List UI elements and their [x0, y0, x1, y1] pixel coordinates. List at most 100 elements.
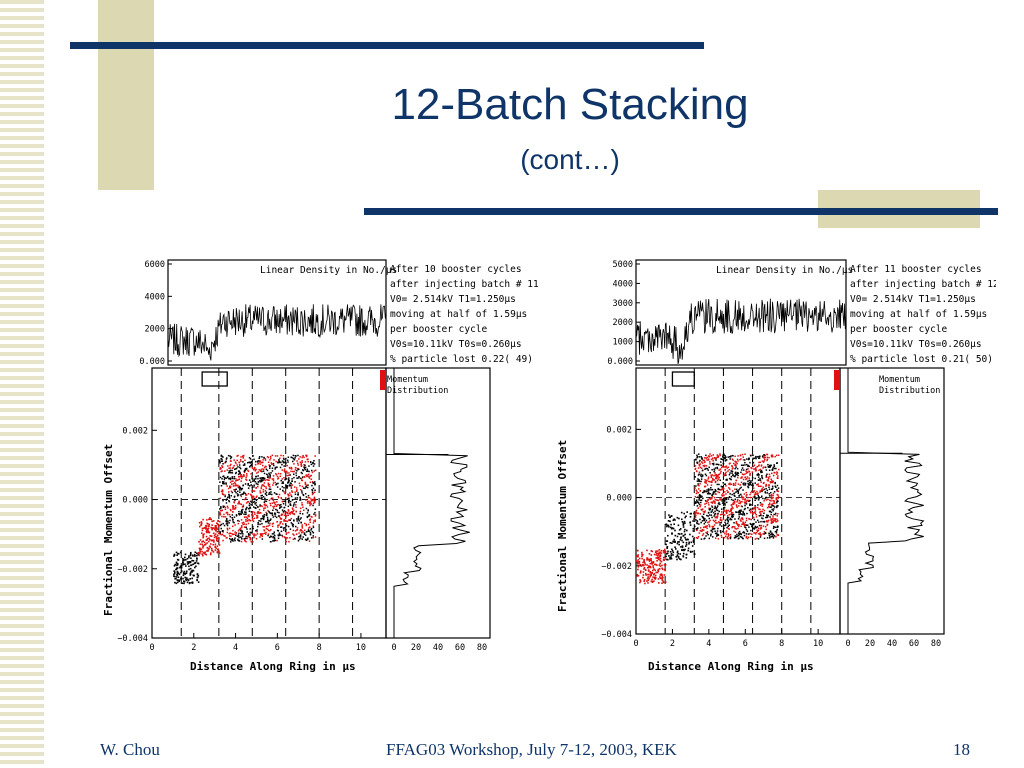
particle [705, 531, 707, 534]
particle [759, 528, 762, 530]
particle [742, 489, 744, 491]
particle [675, 548, 677, 550]
particle [769, 536, 771, 538]
particle [201, 532, 203, 534]
particle [314, 508, 317, 510]
particle [641, 557, 643, 560]
particle [715, 490, 717, 492]
particle [707, 499, 709, 502]
particle [670, 523, 672, 526]
y-tick-label: 0.002 [122, 426, 148, 436]
particle [266, 469, 269, 472]
particle [301, 476, 304, 478]
particle [698, 494, 701, 496]
particle [280, 504, 282, 506]
particle [705, 490, 708, 493]
particle [287, 501, 290, 503]
particle [754, 495, 756, 498]
particle [210, 526, 212, 529]
particle [764, 456, 767, 459]
particle [671, 527, 674, 529]
particle [757, 530, 759, 532]
particle [224, 516, 227, 518]
particle [704, 468, 706, 470]
particle [305, 484, 308, 487]
particle [299, 456, 301, 458]
particle [232, 480, 234, 482]
particle [258, 456, 261, 458]
particle [300, 499, 302, 501]
particle [716, 509, 719, 512]
particle [724, 458, 726, 460]
particle [775, 530, 778, 532]
particle [278, 460, 281, 463]
particle [774, 513, 777, 516]
particle [253, 536, 255, 539]
particle [694, 476, 696, 478]
particle [237, 522, 240, 525]
particle [259, 460, 262, 462]
particle [745, 501, 748, 503]
particle [252, 519, 254, 521]
particle [736, 462, 738, 465]
particle [741, 467, 744, 469]
particle [732, 499, 734, 502]
particle [692, 530, 695, 532]
particle [222, 456, 224, 458]
particle [263, 466, 266, 469]
particle [212, 543, 214, 546]
particle [221, 493, 224, 495]
particle [256, 533, 259, 535]
particle [666, 552, 669, 555]
particle [654, 569, 656, 572]
particle [237, 519, 239, 522]
particle [228, 494, 230, 496]
particle [261, 497, 263, 499]
particle [278, 461, 281, 464]
particle [748, 458, 750, 460]
particle [307, 530, 309, 532]
particle [196, 573, 199, 576]
particle [307, 486, 309, 489]
particle [221, 455, 223, 458]
particle [184, 556, 186, 559]
particle [736, 501, 738, 503]
particle [660, 549, 663, 552]
particle [769, 475, 771, 478]
particle [766, 456, 769, 459]
particle [751, 467, 753, 470]
footer-page-number: 18 [953, 740, 970, 759]
annotation-line: after injecting batch # 11 [390, 279, 539, 290]
particle [184, 572, 186, 575]
particle [265, 533, 267, 535]
particle [680, 558, 682, 561]
particle [267, 479, 269, 481]
particle [312, 481, 314, 483]
particle [734, 527, 736, 530]
particle [742, 459, 745, 461]
particle [291, 484, 293, 486]
particle [248, 519, 250, 521]
particle [236, 479, 238, 481]
y-axis-label: Fractional Momentum Offset [556, 440, 569, 612]
particle [702, 533, 705, 535]
particle [721, 495, 724, 497]
particle [717, 491, 719, 493]
particle [669, 558, 671, 560]
particle [269, 459, 271, 461]
particle [285, 520, 287, 522]
particle [312, 487, 315, 490]
particle [222, 522, 224, 525]
particle [652, 561, 655, 564]
particle [247, 533, 250, 535]
particle [312, 502, 315, 505]
particle [754, 538, 757, 540]
particle [714, 474, 717, 476]
particle [650, 559, 652, 562]
particle [767, 466, 770, 468]
figure-left-svg: After 10 booster cycles after injecting … [102, 259, 539, 673]
particle [760, 513, 762, 515]
particle [181, 557, 184, 560]
particle [177, 576, 180, 578]
particle [295, 501, 297, 503]
